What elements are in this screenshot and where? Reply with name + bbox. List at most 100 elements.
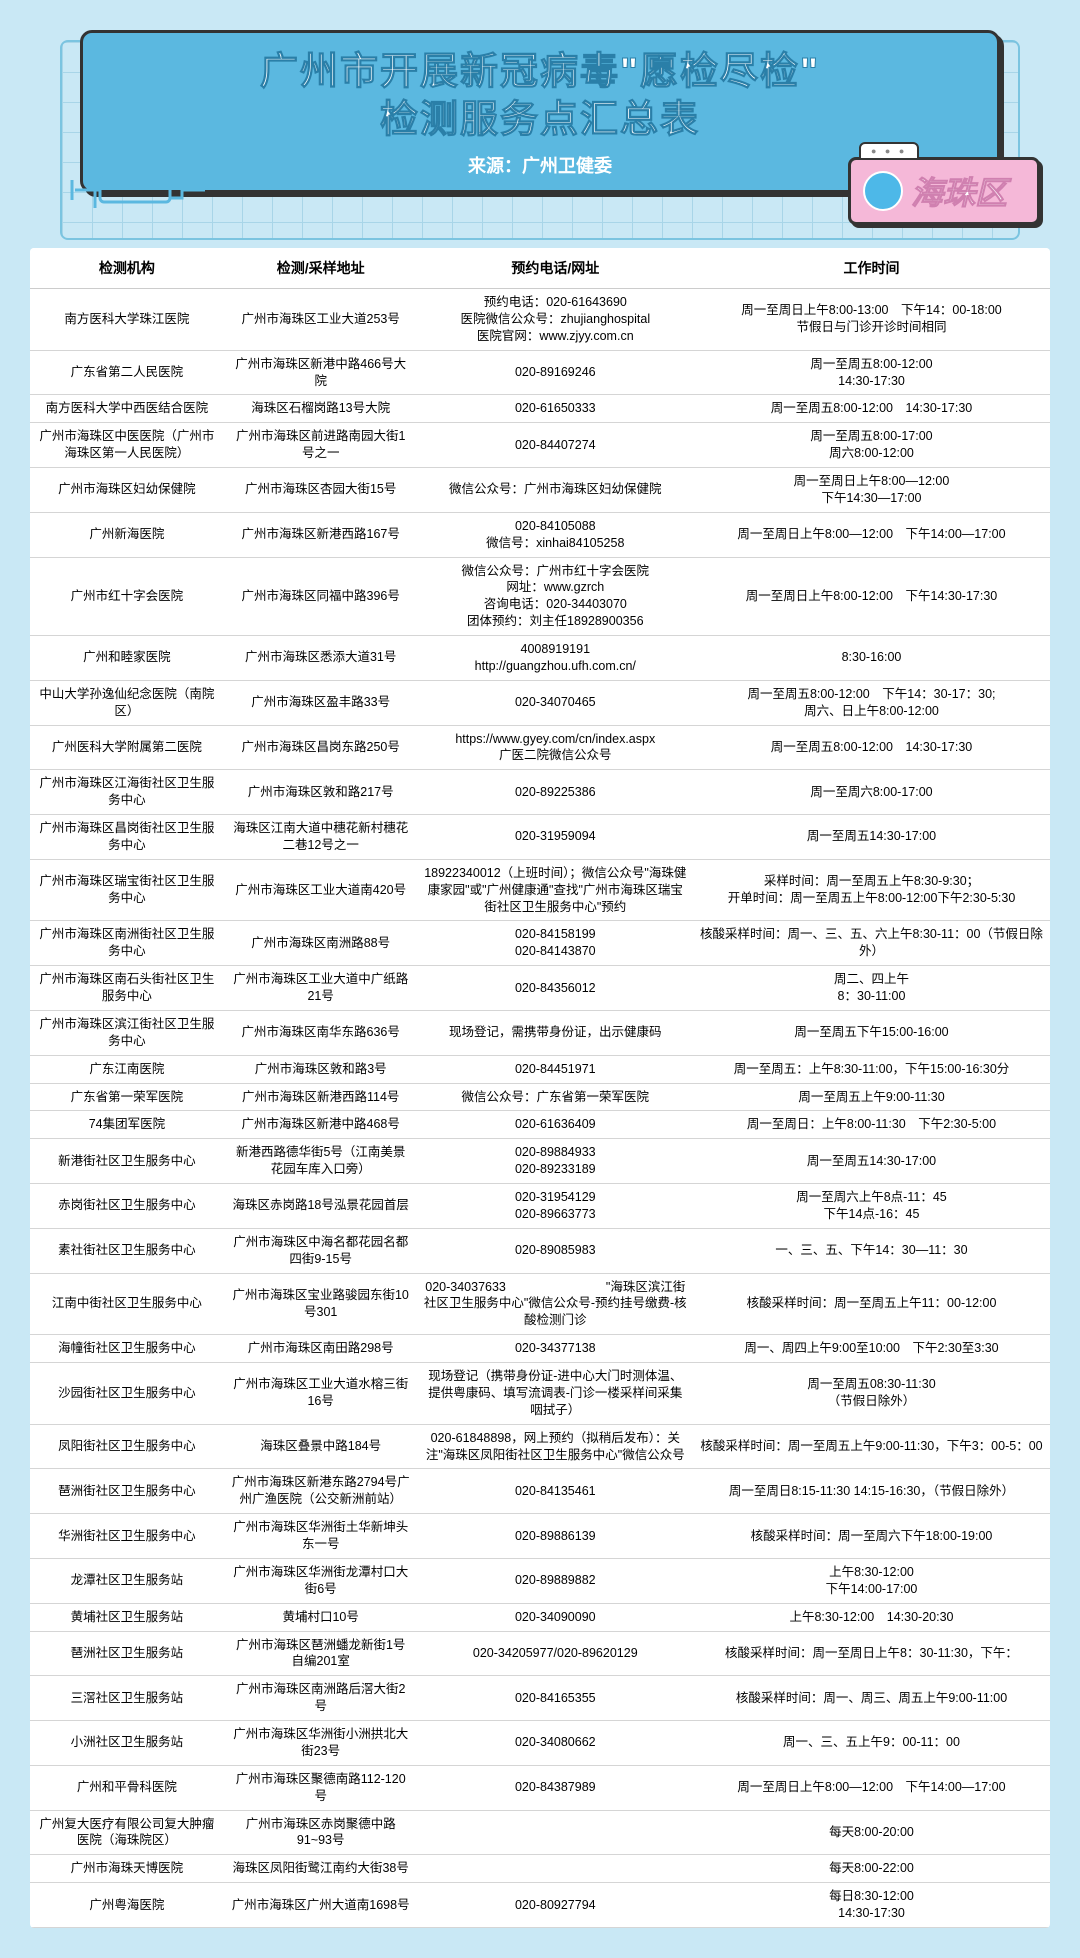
table-row: 广州市海珠区南石头街社区卫生服务中心广州市海珠区工业大道中广纸路21号020-8… xyxy=(30,966,1050,1011)
table-cell: 广州市海珠区琶洲蟠龙新街1号自编201室 xyxy=(224,1631,418,1676)
table-cell: 广州市海珠区南洲路后滘大街2号 xyxy=(224,1676,418,1721)
table-cell: 每天8:00-22:00 xyxy=(693,1855,1050,1883)
table-cell: 核酸采样时间：周一至周日上午8：30-11:30，下午： xyxy=(693,1631,1050,1676)
table-row: 广州市海珠区昌岗街社区卫生服务中心海珠区江南大道中穗花新村穗花二巷12号之一02… xyxy=(30,815,1050,860)
table-cell: 广州市海珠区聚德南路112-120号 xyxy=(224,1765,418,1810)
table-row: 74集团军医院广州市海珠区新港中路468号020-61636409周一至周日：上… xyxy=(30,1111,1050,1139)
table-cell: 广州新海医院 xyxy=(30,512,224,557)
table-row: 素社街社区卫生服务中心广州市海珠区中海名都花园名都四街9-15号020-8908… xyxy=(30,1228,1050,1273)
table-row: 赤岗街社区卫生服务中心海珠区赤岗路18号泓景花园首层020-31954129 0… xyxy=(30,1184,1050,1229)
table-cell: 广州市海珠区工业大道253号 xyxy=(224,289,418,351)
table-cell: 广东江南医院 xyxy=(30,1055,224,1083)
table-cell: 020-84105088 微信号：xinhai84105258 xyxy=(418,512,693,557)
table-cell: 广州市海珠区盈丰路33号 xyxy=(224,680,418,725)
table-cell: https://www.gyey.com/cn/index.aspx 广医二院微… xyxy=(418,725,693,770)
table-row: 凤阳街社区卫生服务中心海珠区叠景中路184号020-61848898，网上预约（… xyxy=(30,1424,1050,1469)
table-cell: 周一至周日上午8:00—12:00 下午14:30—17:00 xyxy=(693,468,1050,513)
table-cell: 周二、四上午 8：30-11:00 xyxy=(693,966,1050,1011)
table-row: 南方医科大学珠江医院广州市海珠区工业大道253号预约电话：020-6164369… xyxy=(30,289,1050,351)
table-cell: 020-34205977/020-89620129 xyxy=(418,1631,693,1676)
table-cell: 广州市海珠区杏园大街15号 xyxy=(224,468,418,513)
table-cell: 海珠区赤岗路18号泓景花园首层 xyxy=(224,1184,418,1229)
table-cell: 020-84356012 xyxy=(418,966,693,1011)
table-cell: 核酸采样时间：周一至周五上午11：00-12:00 xyxy=(693,1273,1050,1335)
col-header-tel: 预约电话/网址 xyxy=(418,248,693,289)
table-cell: 微信公众号：广州市海珠区妇幼保健院 xyxy=(418,468,693,513)
table-cell: 周一至周五14:30-17:00 xyxy=(693,815,1050,860)
col-header-org: 检测机构 xyxy=(30,248,224,289)
title-line1: 广州市开展新冠病毒"愿检尽检" xyxy=(103,49,977,97)
table-cell: 周一至周五8:00-12:00 14:30-17:30 xyxy=(693,395,1050,423)
table-row: 沙园街社区卫生服务中心广州市海珠区工业大道水榕三街16号现场登记（携带身份证-进… xyxy=(30,1363,1050,1425)
table-cell: 020-34080662 xyxy=(418,1721,693,1766)
table-cell: 广州市红十字会医院 xyxy=(30,557,224,636)
table-cell: 广州市海珠区工业大道中广纸路21号 xyxy=(224,966,418,1011)
table-row: 广东省第一荣军医院广州市海珠区新港西路114号微信公众号：广东省第一荣军医院周一… xyxy=(30,1083,1050,1111)
table-body: 南方医科大学珠江医院广州市海珠区工业大道253号预约电话：020-6164369… xyxy=(30,289,1050,1928)
table-cell: 琶洲街社区卫生服务中心 xyxy=(30,1469,224,1514)
syringe-icon xyxy=(70,150,210,230)
table-cell: 每天8:00-20:00 xyxy=(693,1810,1050,1855)
table-cell: 020-61650333 xyxy=(418,395,693,423)
table-row: 广州新海医院广州市海珠区新港西路167号020-84105088 微信号：xin… xyxy=(30,512,1050,557)
table-cell: 广州市海珠区新港中路466号大院 xyxy=(224,350,418,395)
table-cell: 周一、三、五上午9：00-11：00 xyxy=(693,1721,1050,1766)
table-cell: 周一至周五8:00-12:00 14:30-17:30 xyxy=(693,350,1050,395)
table-cell: 海珠区叠景中路184号 xyxy=(224,1424,418,1469)
table-cell: 核酸采样时间：周一至周六下午18:00-19:00 xyxy=(693,1514,1050,1559)
table-cell: 广州市海珠区工业大道南420号 xyxy=(224,859,418,921)
header: 广州市开展新冠病毒"愿检尽检" 检测服务点汇总表 来源：广州卫健委 海珠区 xyxy=(30,20,1050,220)
table-cell: 020-84407274 xyxy=(418,423,693,468)
table-cell: 020-89886139 xyxy=(418,1514,693,1559)
table-row: 广州市海珠区江海街社区卫生服务中心广州市海珠区敦和路217号020-892253… xyxy=(30,770,1050,815)
table-cell: 周一至周日：上午8:00-11:30 下午2:30-5:00 xyxy=(693,1111,1050,1139)
table-cell: 新港街社区卫生服务中心 xyxy=(30,1139,224,1184)
table-cell: 沙园街社区卫生服务中心 xyxy=(30,1363,224,1425)
table-row: 广州粤海医院广州市海珠区广州大道南1698号020-80927794每日8:30… xyxy=(30,1883,1050,1928)
table-cell: 周一至周五8:00-12:00 14:30-17:30 xyxy=(693,725,1050,770)
table-cell: 现场登记（携带身份证-进中心大门时测体温、提供粤康码、填写流调表-门诊一楼采样间… xyxy=(418,1363,693,1425)
table-cell: 预约电话：020-61643690 医院微信公众号：zhujianghospit… xyxy=(418,289,693,351)
table-row: 龙潭社区卫生服务站广州市海珠区华洲街龙潭村口大街6号020-89889882上午… xyxy=(30,1558,1050,1603)
table-cell: 广州市海珠区前进路南园大街1号之一 xyxy=(224,423,418,468)
table-cell: 海珠区江南大道中穗花新村穗花二巷12号之一 xyxy=(224,815,418,860)
table-row: 海幢街社区卫生服务中心广州市海珠区南田路298号020-34377138周一、周… xyxy=(30,1335,1050,1363)
table-cell: 广州市海珠区昌岗街社区卫生服务中心 xyxy=(30,815,224,860)
table-cell: 周一至周五14:30-17:00 xyxy=(693,1139,1050,1184)
table-cell: 020-89169246 xyxy=(418,350,693,395)
table-cell: 上午8:30-12:00 下午14:00-17:00 xyxy=(693,1558,1050,1603)
table-cell: 周一至周日8:15-11:30 14:15-16:30，（节假日除外） xyxy=(693,1469,1050,1514)
table-cell xyxy=(418,1855,693,1883)
col-header-addr: 检测/采样地址 xyxy=(224,248,418,289)
table-cell: 020-84135461 xyxy=(418,1469,693,1514)
table-cell: 8:30-16:00 xyxy=(693,636,1050,681)
table-cell: 020-80927794 xyxy=(418,1883,693,1928)
table-row: 广州市海珠区中医医院（广州市海珠区第一人民医院）广州市海珠区前进路南园大街1号之… xyxy=(30,423,1050,468)
table-cell: 广州市海珠区瑞宝街社区卫生服务中心 xyxy=(30,859,224,921)
table-cell: 周一至周五：上午8:30-11:00，下午15:00-16:30分 xyxy=(693,1055,1050,1083)
table-cell: 020-61636409 xyxy=(418,1111,693,1139)
table-cell: 周一至周五8:00-12:00 下午14：30-17：30; 周六、日上午8:0… xyxy=(693,680,1050,725)
table-row: 广东省第二人民医院广州市海珠区新港中路466号大院020-89169246周一至… xyxy=(30,350,1050,395)
table-cell: 三滘社区卫生服务站 xyxy=(30,1676,224,1721)
table-cell: 020-34070465 xyxy=(418,680,693,725)
table-cell: 广州市海珠区敦和路3号 xyxy=(224,1055,418,1083)
table-cell: 广州市海珠区滨江街社区卫生服务中心 xyxy=(30,1010,224,1055)
table-cell: 黄埔村口10号 xyxy=(224,1603,418,1631)
table-cell: 广州粤海医院 xyxy=(30,1883,224,1928)
table-row: 广州复大医疗有限公司复大肿瘤医院（海珠院区）广州市海珠区赤岗聚德中路91~93号… xyxy=(30,1810,1050,1855)
table-cell: 广州市海珠区悉添大道31号 xyxy=(224,636,418,681)
table-row: 广州市海珠区妇幼保健院广州市海珠区杏园大街15号微信公众号：广州市海珠区妇幼保健… xyxy=(30,468,1050,513)
table-cell: 广州市海珠区华洲街土华新坤头东一号 xyxy=(224,1514,418,1559)
table-cell: 020-34377138 xyxy=(418,1335,693,1363)
table-cell: 中山大学孙逸仙纪念医院（南院区） xyxy=(30,680,224,725)
table-cell: 小洲社区卫生服务站 xyxy=(30,1721,224,1766)
table-cell: 核酸采样时间：周一至周五上午9:00-11:30，下午3：00-5：00 xyxy=(693,1424,1050,1469)
table-cell: 020-84158199 020-84143870 xyxy=(418,921,693,966)
district-name: 海珠区 xyxy=(911,175,1007,211)
table-cell: 微信公众号：广州市红十字会医院 网址：www.gzrch 咨询电话：020-34… xyxy=(418,557,693,636)
table-cell: 琶洲社区卫生服务站 xyxy=(30,1631,224,1676)
table-row: 三滘社区卫生服务站广州市海珠区南洲路后滘大街2号020-84165355核酸采样… xyxy=(30,1676,1050,1721)
table-cell: 广州市海珠区妇幼保健院 xyxy=(30,468,224,513)
table-cell: 020-89225386 xyxy=(418,770,693,815)
